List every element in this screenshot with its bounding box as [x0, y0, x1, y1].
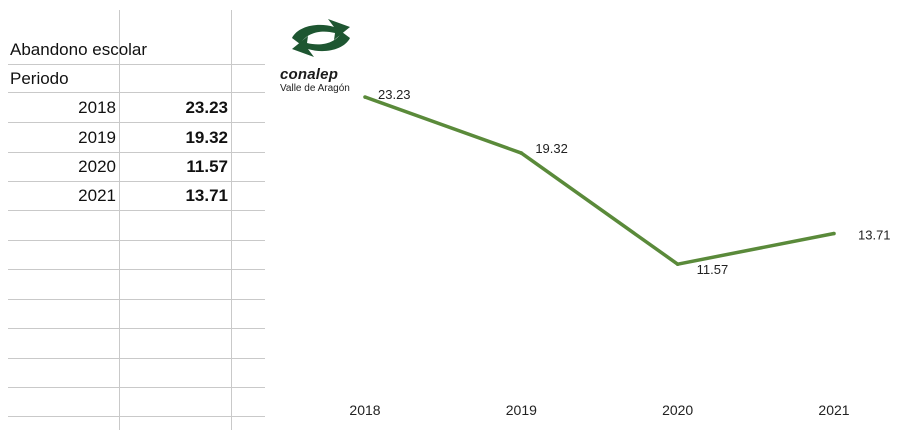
row-divider: [8, 92, 265, 93]
line-chart[interactable]: 23.23 19.32 11.57 13.71 2018 2019 2020 2021 co…: [268, 0, 917, 430]
row-divider: [8, 64, 265, 65]
row-divider: [8, 387, 265, 388]
spreadsheet-table: Abandono escolar Periodo 2018 23.23 2019…: [0, 0, 265, 430]
data-label: 19.32: [535, 141, 568, 156]
logo-subtitle: Valle de Aragón: [280, 83, 350, 94]
row-divider: [8, 152, 265, 153]
column-divider: [231, 10, 232, 430]
row-divider: [8, 122, 265, 123]
row-divider: [8, 210, 265, 211]
x-axis-tick-layer: 2018 2019 2020 2021: [349, 402, 849, 418]
period-label-cell[interactable]: Periodo: [10, 69, 69, 88]
chart-canvas: 23.23 19.32 11.57 13.71 2018 2019 2020 2021: [292, 19, 891, 418]
year-cell[interactable]: 2019: [78, 128, 116, 147]
column-divider: [119, 10, 120, 430]
row-divider: [8, 299, 265, 300]
data-label-layer: 23.23 19.32 11.57 13.71: [378, 87, 891, 277]
data-label: 13.71: [858, 227, 891, 242]
data-point[interactable]: [519, 151, 524, 155]
value-cell[interactable]: 23.23: [185, 98, 228, 117]
row-divider: [8, 240, 265, 241]
row-divider: [8, 328, 265, 329]
conalep-logo-icon: [292, 19, 350, 57]
data-point[interactable]: [675, 262, 680, 266]
x-tick-label: 2020: [662, 402, 693, 418]
value-cell[interactable]: 19.32: [185, 128, 228, 147]
value-cell[interactable]: 11.57: [186, 157, 228, 176]
year-cell[interactable]: 2021: [78, 186, 116, 205]
value-cell[interactable]: 13.71: [185, 186, 228, 205]
row-divider: [8, 358, 265, 359]
series-line: [364, 95, 835, 266]
data-label: 23.23: [378, 87, 411, 102]
series-line-layer: [364, 95, 835, 266]
data-point[interactable]: [832, 231, 836, 236]
row-divider: [8, 181, 265, 182]
sheet-title-cell[interactable]: Abandono escolar: [10, 40, 148, 59]
x-tick-label: 2021: [818, 402, 849, 418]
data-point[interactable]: [363, 95, 367, 99]
year-cell[interactable]: 2018: [78, 98, 116, 117]
x-tick-label: 2019: [506, 402, 537, 418]
row-divider: [8, 269, 265, 270]
data-label: 11.57: [697, 262, 729, 277]
year-cell[interactable]: 2020: [78, 157, 116, 176]
row-divider: [8, 416, 265, 417]
logo-name: conalep: [280, 66, 339, 83]
x-tick-label: 2018: [349, 402, 380, 418]
data-point-layer: [363, 95, 836, 266]
